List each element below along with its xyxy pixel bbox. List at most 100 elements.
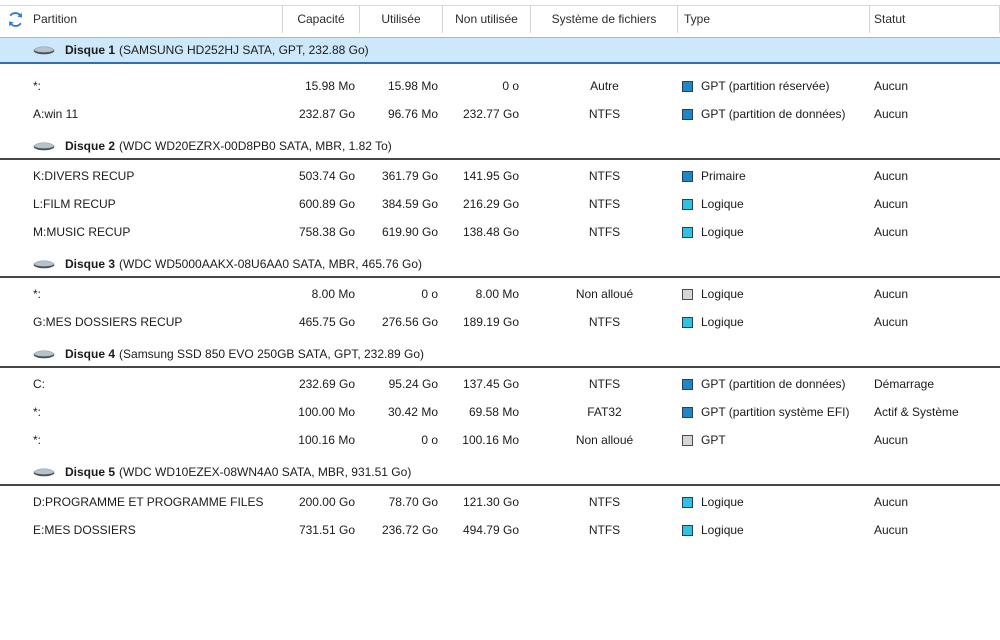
partition-row[interactable]: *: 100.00 Mo 30.42 Mo 69.58 Mo FAT32 GPT… [30, 398, 1000, 426]
partition-type-icon [682, 524, 693, 536]
partition-row[interactable]: *: 15.98 Mo 15.98 Mo 0 o Autre GPT (part… [30, 72, 1000, 100]
partition-unused: 100.16 Mo [462, 433, 519, 447]
partition-type-cell: Logique [678, 287, 870, 301]
partition-type-label: GPT (partition système EFI) [701, 405, 850, 419]
partition-rows: C: 232.69 Go 95.24 Go 137.45 Go NTFS GPT… [0, 370, 1000, 454]
partition-status: Aucun [874, 197, 909, 211]
partition-name: K:DIVERS RECUP [33, 169, 135, 183]
partition-type-icon [682, 406, 693, 418]
partition-status: Aucun [874, 495, 909, 509]
disk-details: (WDC WD10EZEX-08WN4A0 SATA, MBR, 931.51 … [119, 465, 412, 479]
partition-type-icon [682, 288, 693, 300]
disk-name: Disque 1 [65, 43, 116, 57]
disk-group: Disque 1 (SAMSUNG HD252HJ SATA, GPT, 232… [0, 37, 1000, 128]
partition-row[interactable]: E:MES DOSSIERS 731.51 Go 236.72 Go 494.7… [30, 516, 1000, 544]
partition-type-label: Logique [701, 315, 744, 329]
partition-type-icon [682, 434, 693, 446]
partition-status: Aucun [874, 287, 909, 301]
partition-status: Aucun [874, 169, 909, 183]
partition-unused: 8.00 Mo [475, 287, 519, 301]
partition-used: 15.98 Mo [387, 79, 438, 93]
partition-row[interactable]: L:FILM RECUP 600.89 Go 384.59 Go 216.29 … [30, 190, 1000, 218]
partition-row[interactable]: A:win 11 232.87 Go 96.76 Mo 232.77 Go NT… [30, 100, 1000, 128]
disk-details: (Samsung SSD 850 EVO 250GB SATA, GPT, 23… [119, 347, 425, 361]
partition-unused: 121.30 Go [462, 495, 519, 509]
partition-type-label: GPT [701, 433, 726, 447]
partition-unused: 189.19 Go [462, 315, 519, 329]
partition-status: Aucun [874, 315, 909, 329]
column-header-capacity[interactable]: Capacité [283, 6, 360, 33]
partition-type-label: Logique [701, 287, 744, 301]
partition-capacity: 465.75 Go [298, 315, 355, 329]
partition-type-icon [682, 496, 693, 508]
partition-status: Aucun [874, 523, 909, 537]
partition-name: G:MES DOSSIERS RECUP [33, 315, 183, 329]
partition-row[interactable]: C: 232.69 Go 95.24 Go 137.45 Go NTFS GPT… [30, 370, 1000, 398]
column-header-used[interactable]: Utilisée [360, 6, 443, 33]
column-header-status[interactable]: Statut [870, 6, 1000, 33]
partition-row[interactable]: *: 100.16 Mo 0 o 100.16 Mo Non alloué GP… [30, 426, 1000, 454]
partition-type-icon [682, 108, 693, 120]
partition-unused: 138.48 Go [462, 225, 519, 239]
partition-status: Aucun [874, 79, 909, 93]
disk-header-row[interactable]: Disque 2 (WDC WD20EZRX-00D8PB0 SATA, MBR… [0, 134, 1000, 160]
partition-used: 361.79 Go [381, 169, 438, 183]
column-label: Capacité [297, 12, 345, 26]
partition-row[interactable]: D:PROGRAMME ET PROGRAMME FILES 200.00 Go… [30, 488, 1000, 516]
disk-header-row[interactable]: Disque 3 (WDC WD5000AAKX-08U6AA0 SATA, M… [0, 252, 1000, 278]
partition-filesystem: Autre [590, 79, 619, 93]
partition-name: M:MUSIC RECUP [33, 225, 131, 239]
partition-type-label: GPT (partition de données) [701, 107, 846, 121]
column-header-unused[interactable]: Non utilisée [443, 6, 531, 33]
partition-row[interactable]: *: 8.00 Mo 0 o 8.00 Mo Non alloué Logiqu… [30, 280, 1000, 308]
disk-details: (WDC WD5000AAKX-08U6AA0 SATA, MBR, 465.7… [119, 257, 423, 271]
partition-used: 276.56 Go [381, 315, 438, 329]
partition-type-cell: Logique [678, 315, 870, 329]
partition-row[interactable]: K:DIVERS RECUP 503.74 Go 361.79 Go 141.9… [30, 162, 1000, 190]
column-label: Non utilisée [455, 12, 518, 26]
partition-filesystem: NTFS [588, 315, 621, 329]
disk-drive-icon [32, 348, 56, 361]
partition-type-label: GPT (partition de données) [701, 377, 846, 391]
partition-row[interactable]: G:MES DOSSIERS RECUP 465.75 Go 276.56 Go… [30, 308, 1000, 336]
partition-capacity: 8.00 Mo [311, 287, 355, 301]
partition-used: 30.42 Mo [387, 405, 438, 419]
partition-rows: *: 15.98 Mo 15.98 Mo 0 o Autre GPT (part… [0, 72, 1000, 128]
partition-name: L:FILM RECUP [33, 197, 116, 211]
partition-capacity: 731.51 Go [298, 523, 355, 537]
partition-type-icon [682, 198, 693, 210]
partition-capacity: 232.69 Go [298, 377, 355, 391]
column-header-type[interactable]: Type [678, 6, 870, 33]
disk-header-row[interactable]: Disque 5 (WDC WD10EZEX-08WN4A0 SATA, MBR… [0, 460, 1000, 486]
disk-drive-icon [32, 466, 56, 479]
partition-capacity: 503.74 Go [298, 169, 355, 183]
partition-unused: 137.45 Go [462, 377, 519, 391]
partition-filesystem: NTFS [588, 377, 621, 391]
partition-unused: 69.58 Mo [468, 405, 519, 419]
column-header-filesystem[interactable]: Système de fichiers [531, 6, 678, 33]
partition-name: C: [33, 377, 45, 391]
partition-type-icon [682, 80, 693, 92]
partition-name: *: [33, 79, 42, 93]
partition-filesystem: Non alloué [575, 433, 634, 447]
partition-status: Démarrage [874, 377, 935, 391]
partition-type-label: Primaire [701, 169, 746, 183]
table-header: Partition Capacité Utilisée Non utilisée… [0, 5, 1000, 33]
disk-name: Disque 3 [65, 257, 116, 271]
column-header-partition[interactable]: Partition [0, 6, 283, 33]
disk-header-row[interactable]: Disque 4 (Samsung SSD 850 EVO 250GB SATA… [0, 342, 1000, 368]
partition-filesystem: NTFS [588, 197, 621, 211]
partition-rows: *: 8.00 Mo 0 o 8.00 Mo Non alloué Logiqu… [0, 280, 1000, 336]
partition-type-label: GPT (partition réservée) [701, 79, 830, 93]
partition-name: *: [33, 433, 42, 447]
partition-type-cell: Logique [678, 523, 870, 537]
partition-filesystem: NTFS [588, 225, 621, 239]
column-label: Système de fichiers [551, 12, 657, 26]
refresh-icon[interactable] [7, 11, 24, 28]
disk-header-row[interactable]: Disque 1 (SAMSUNG HD252HJ SATA, GPT, 232… [0, 37, 1000, 64]
partition-type-cell: GPT (partition de données) [678, 107, 870, 121]
partition-capacity: 100.00 Mo [298, 405, 355, 419]
partition-type-icon [682, 170, 693, 182]
partition-filesystem: NTFS [588, 495, 621, 509]
partition-row[interactable]: M:MUSIC RECUP 758.38 Go 619.90 Go 138.48… [30, 218, 1000, 246]
